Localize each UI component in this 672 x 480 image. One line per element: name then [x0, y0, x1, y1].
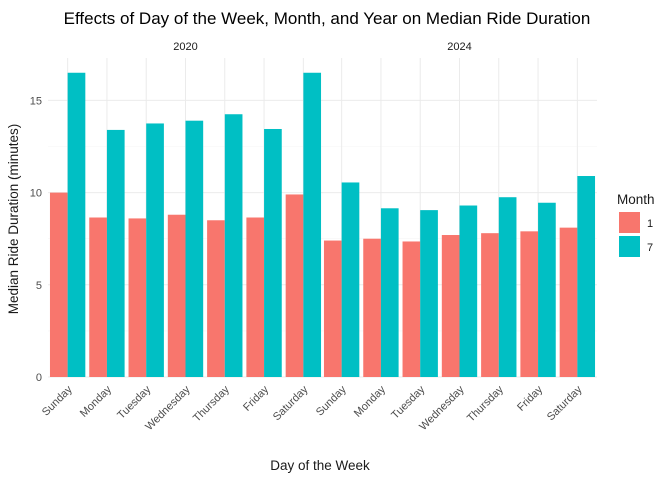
chart-title: Effects of Day of the Week, Month, and Y… — [64, 9, 591, 28]
legend-key-1 — [619, 212, 640, 233]
bar-2020-thursday-month-1 — [207, 220, 225, 377]
x-tick-label: Sunday — [314, 383, 349, 418]
legend: Month 1 7 — [617, 192, 655, 257]
x-tick-label: Friday — [515, 383, 545, 413]
x-tick-label: Monday — [78, 383, 115, 420]
legend-label-7: 7 — [647, 242, 653, 254]
bar-2024-thursday-month-7 — [498, 197, 517, 377]
bar-2024-monday-month-1 — [363, 238, 381, 377]
y-tick-label: 5 — [36, 280, 42, 292]
bar-2020-saturday-month-7 — [303, 72, 322, 378]
x-tick-label: Thursday — [191, 383, 232, 424]
bar-2024-thursday-month-1 — [481, 233, 499, 377]
bar-2024-saturday-month-7 — [577, 176, 596, 377]
y-tick-label: 10 — [30, 188, 42, 200]
bar-2020-wednesday-month-7 — [185, 120, 204, 378]
bar-2020-wednesday-month-1 — [167, 214, 186, 377]
bar-2020-thursday-month-7 — [224, 114, 243, 378]
x-tick-label: Friday — [241, 383, 271, 413]
bar-2024-wednesday-month-7 — [459, 205, 478, 377]
bar-2024-friday-month-1 — [520, 231, 539, 377]
x-tick-label: Saturday — [545, 383, 585, 423]
bar-2020-friday-month-1 — [246, 217, 265, 377]
bar-2020-tuesday-month-1 — [128, 218, 147, 377]
x-tick-label: Sunday — [40, 383, 75, 418]
bar-2020-monday-month-7 — [106, 129, 125, 377]
bar-2024-sunday-month-7 — [341, 182, 360, 377]
bar-2024-wednesday-month-1 — [441, 235, 460, 377]
bar-2020-saturday-month-1 — [285, 194, 304, 377]
x-tick-label: Saturday — [271, 383, 311, 423]
bar-2020-tuesday-month-7 — [146, 123, 164, 377]
strip-label: 2024 — [447, 41, 471, 53]
y-tick-label: 0 — [36, 372, 42, 384]
bar-2020-sunday-month-1 — [49, 192, 68, 377]
legend-label-1: 1 — [647, 218, 653, 230]
bar-2024-sunday-month-1 — [323, 240, 342, 377]
bar-2024-friday-month-7 — [538, 202, 556, 377]
bar-2024-saturday-month-1 — [559, 227, 578, 377]
x-axis-title: Day of the Week — [270, 458, 370, 473]
bar-2020-friday-month-7 — [264, 128, 282, 377]
x-tick-label: Tuesday — [389, 383, 427, 421]
bar-2020-sunday-month-7 — [67, 72, 86, 378]
x-tick-label: Monday — [352, 383, 389, 420]
bar-2024-tuesday-month-1 — [402, 241, 421, 377]
bar-2024-monday-month-7 — [380, 208, 399, 377]
y-axis-title: Median Ride Duration (minutes) — [6, 124, 21, 315]
strip-label: 2020 — [173, 41, 197, 53]
y-tick-label: 15 — [30, 95, 42, 107]
legend-title: Month — [617, 192, 655, 207]
x-tick-label: Thursday — [465, 383, 506, 424]
bar-2024-tuesday-month-7 — [420, 210, 438, 377]
bar-2020-monday-month-1 — [89, 217, 107, 377]
x-tick-label: Tuesday — [115, 383, 153, 421]
legend-key-7 — [619, 236, 640, 257]
